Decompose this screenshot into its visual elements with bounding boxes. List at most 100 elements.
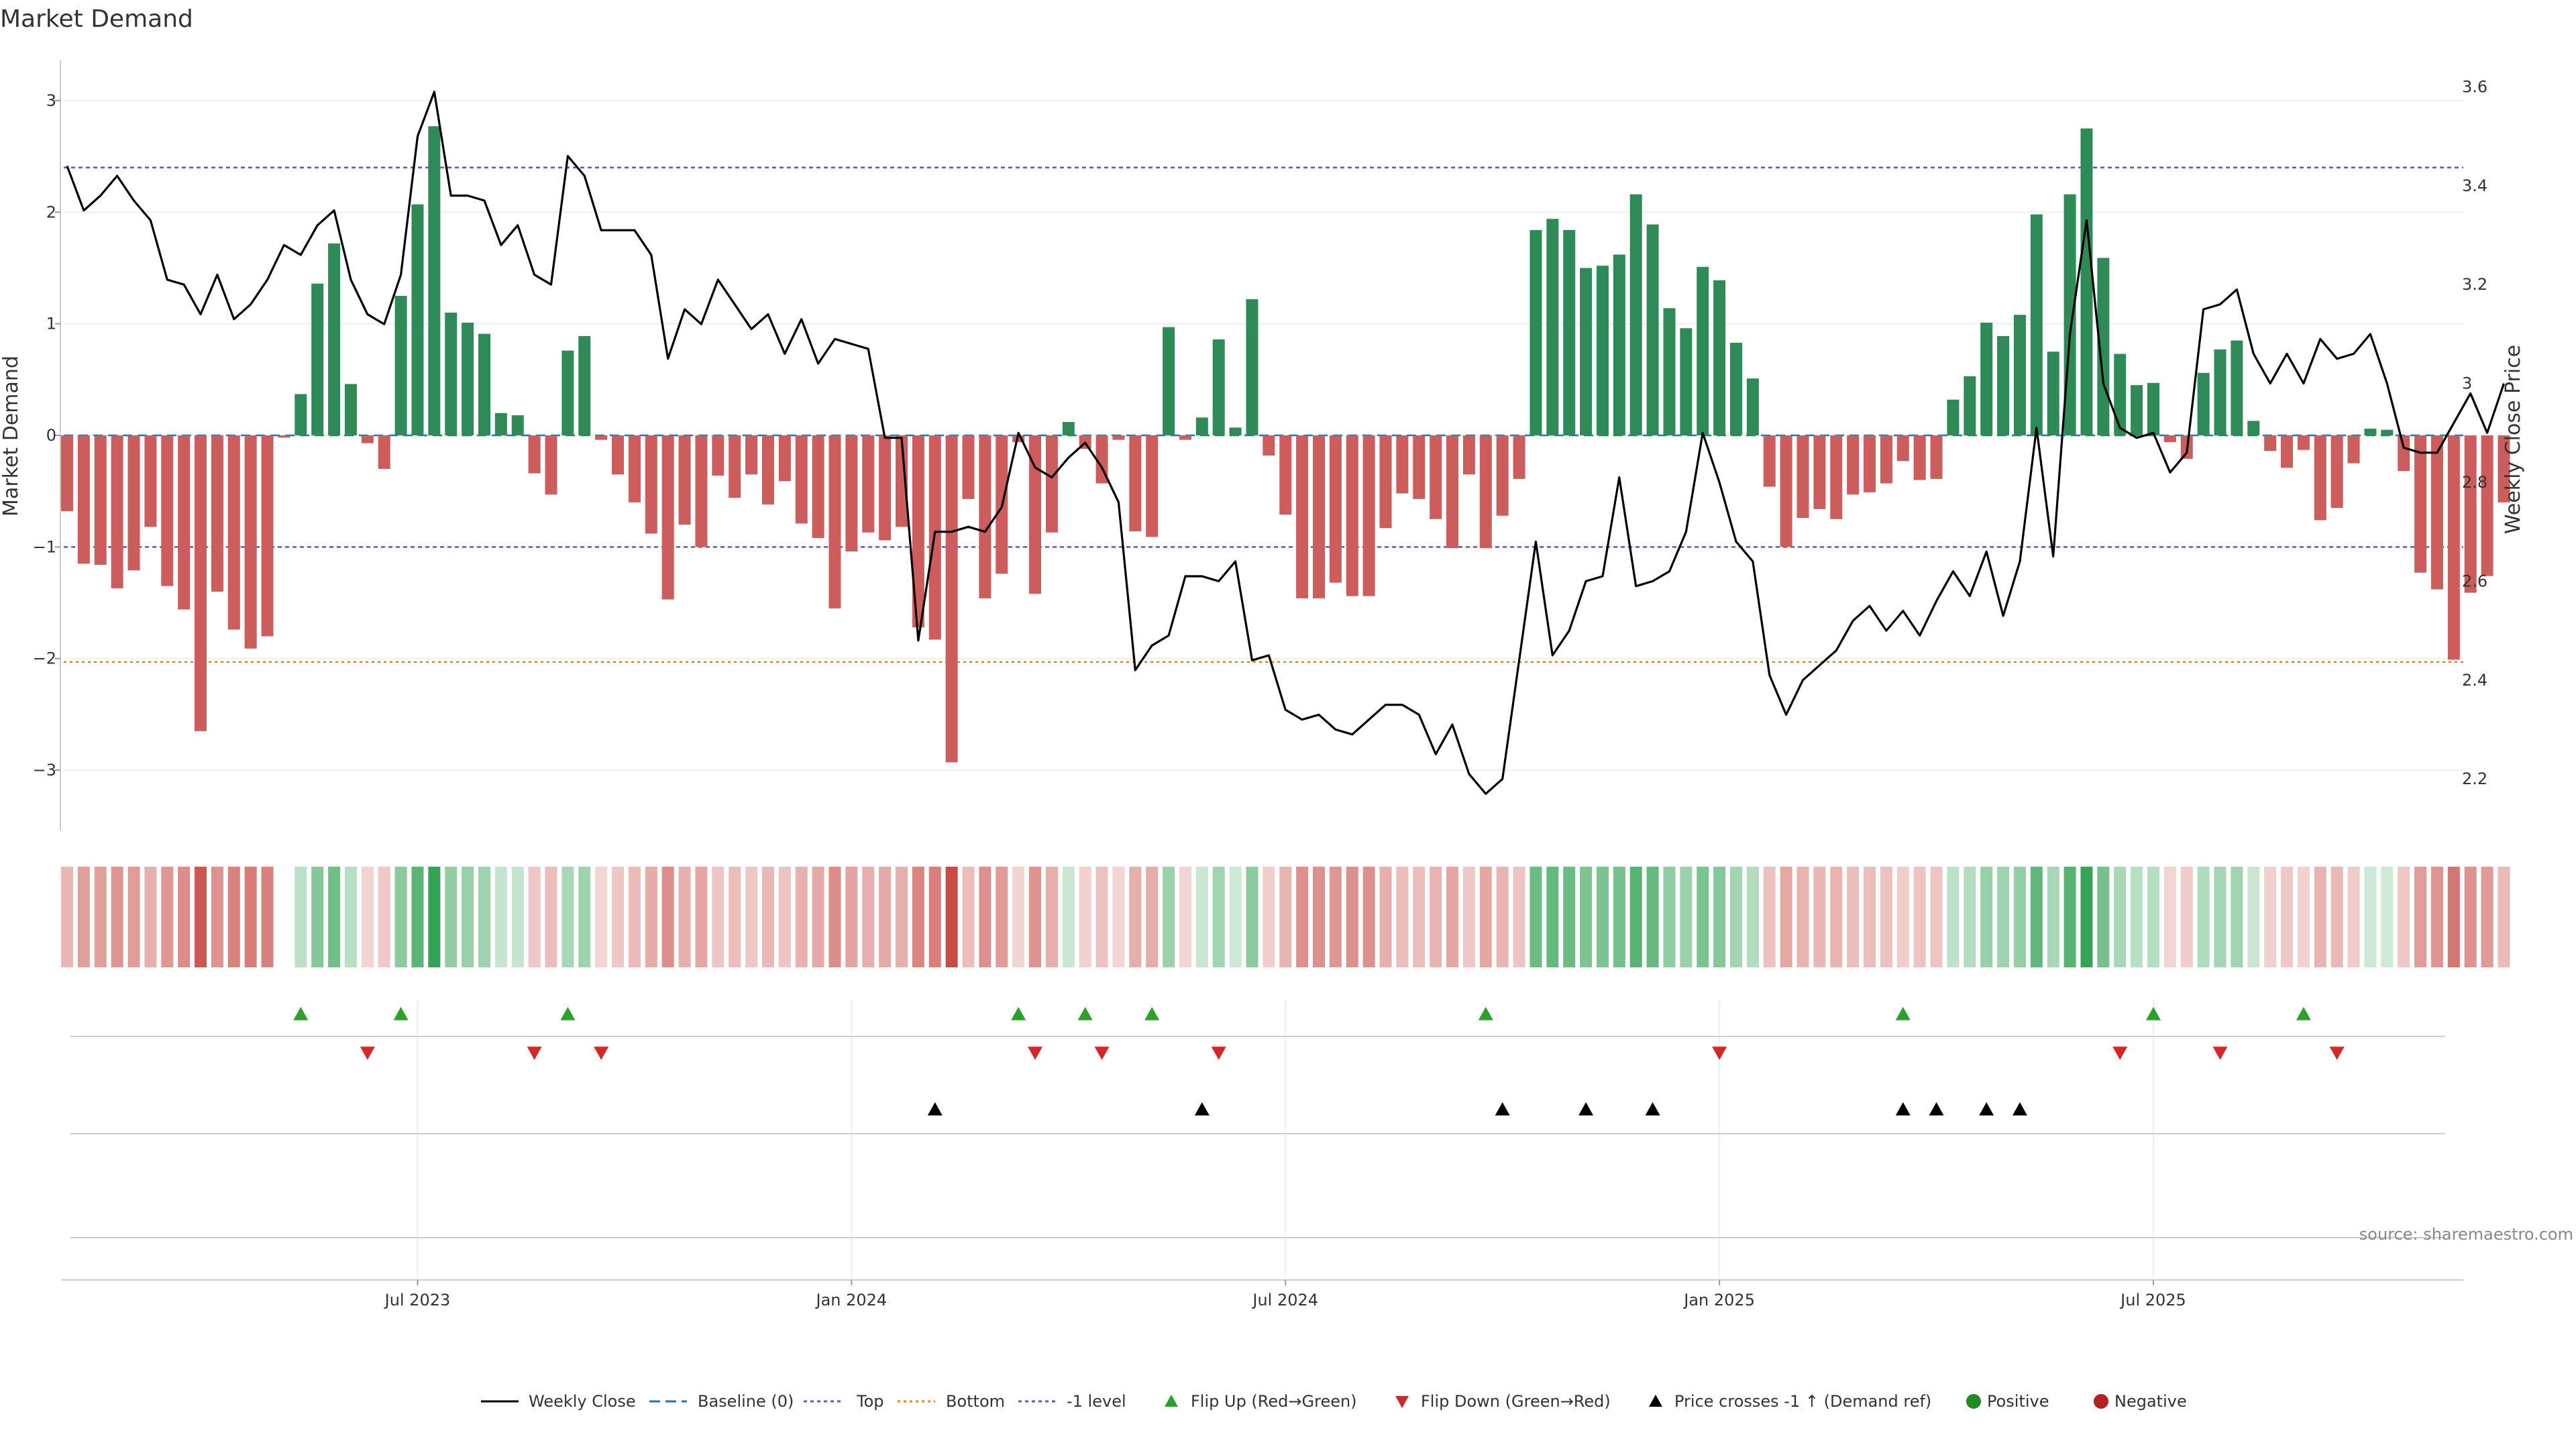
- y-tick-label: −2: [33, 649, 56, 668]
- heat-cell: [578, 867, 591, 967]
- flip-up-marker: [1144, 1007, 1160, 1020]
- demand-bar: [394, 296, 407, 435]
- demand-bar: [178, 435, 191, 610]
- heat-cell: [862, 867, 875, 967]
- heat-cell: [161, 867, 174, 967]
- demand-bar: [1446, 435, 1459, 549]
- heat-cell: [845, 867, 858, 967]
- flip-down-marker: [1211, 1046, 1226, 1060]
- heat-cell: [511, 867, 524, 967]
- demand-bar: [77, 435, 90, 564]
- flip-up-marker: [393, 1007, 409, 1020]
- demand-bar: [2498, 435, 2510, 502]
- heat-cell: [962, 867, 975, 967]
- heat-cell: [1546, 867, 1559, 967]
- heat-cell: [1045, 867, 1058, 967]
- heat-cell: [1864, 867, 1876, 967]
- demand-bar: [761, 435, 774, 505]
- demand-bar: [1045, 435, 1058, 533]
- demand-bar: [1313, 435, 1325, 598]
- demand-bar: [1746, 378, 1759, 435]
- heat-cell: [712, 867, 724, 967]
- demand-bar: [111, 435, 123, 588]
- demand-bar: [1663, 308, 1676, 435]
- heat-cell: [61, 867, 73, 967]
- heat-cell: [645, 867, 657, 967]
- demand-bar: [2447, 435, 2460, 660]
- legend-swatch: [2094, 1394, 2108, 1409]
- heat-cell: [2013, 867, 2026, 967]
- demand-bar: [445, 313, 458, 435]
- demand-bar: [1146, 435, 1159, 537]
- heat-cell: [1896, 867, 1909, 967]
- heat-cell: [1430, 867, 1442, 967]
- heat-cell: [561, 867, 574, 967]
- demand-bar: [795, 435, 808, 524]
- demand-bar: [2163, 435, 2176, 442]
- heat-cell: [361, 867, 374, 967]
- heat-cell: [1563, 867, 1576, 967]
- heat-cell: [2347, 867, 2360, 967]
- demand-bar: [2398, 435, 2410, 472]
- demand-bar: [144, 435, 157, 527]
- heat-cell: [1296, 867, 1309, 967]
- price-cross-marker: [1929, 1102, 1944, 1116]
- heat-cell: [1029, 867, 1042, 967]
- legend-label: Baseline (0): [698, 1392, 794, 1411]
- heat-cell: [928, 867, 941, 967]
- demand-bar: [862, 435, 875, 533]
- weekly-close-line: [66, 91, 2506, 795]
- flip-up-marker: [560, 1007, 576, 1020]
- flip-up-marker: [1077, 1007, 1093, 1020]
- demand-bar: [1796, 435, 1809, 519]
- demand-bar: [2030, 214, 2043, 435]
- heat-cell: [94, 867, 107, 967]
- heat-cell: [1129, 867, 1142, 967]
- demand-bar: [1780, 435, 1792, 547]
- demand-bar: [211, 435, 223, 592]
- heat-cell: [628, 867, 641, 967]
- demand-bar: [1563, 229, 1576, 435]
- demand-bar: [945, 435, 958, 763]
- heat-cell: [1730, 867, 1742, 967]
- heat-cell: [1880, 867, 1892, 967]
- heat-cell: [1329, 867, 1342, 967]
- demand-bar: [979, 435, 991, 598]
- demand-bar: [678, 435, 691, 525]
- legend-label: Flip Down (Green→Red): [1421, 1392, 1611, 1411]
- demand-bar: [1629, 194, 1642, 435]
- heat-cell: [1713, 867, 1726, 967]
- y-tick-label: −3: [33, 761, 56, 780]
- heat-cell: [1462, 867, 1475, 967]
- demand-bar: [2314, 435, 2326, 521]
- legend-swatch: [1165, 1395, 1178, 1407]
- heat-cell: [1663, 867, 1676, 967]
- heat-cell: [311, 867, 324, 967]
- demand-bar: [227, 435, 240, 630]
- demand-bar: [561, 350, 574, 435]
- axes: 3 2 1 0 −1 −2 −3 3.6 3.4 3.2 3 2.8 2.6 2.4 2.2: [33, 60, 2487, 830]
- demand-bar: [2013, 315, 2026, 435]
- demand-bar: [2381, 429, 2394, 435]
- demand-bar: [344, 384, 357, 435]
- demand-bar: [712, 435, 724, 476]
- y-tick-label: 1: [46, 315, 56, 333]
- demand-bar: [511, 415, 524, 435]
- heat-cell: [912, 867, 924, 967]
- heat-cell: [2147, 867, 2159, 967]
- demand-bar: [1263, 435, 1275, 455]
- demand-bar: [2464, 435, 2477, 593]
- demand-bar: [828, 435, 841, 608]
- heat-cell: [378, 867, 390, 967]
- demand-bar: [962, 435, 975, 499]
- demand-bar: [595, 435, 608, 440]
- heat-cell: [1446, 867, 1459, 967]
- demand-bar: [578, 335, 591, 435]
- demand-bar: [127, 435, 140, 571]
- demand-bar: [1913, 435, 1926, 480]
- price-cross-marker: [1194, 1102, 1210, 1116]
- legend: Weekly Close Baseline (0) Top Bottom -1 leve…: [481, 1392, 2187, 1411]
- demand-bar: [1246, 299, 1258, 435]
- heat-cell: [778, 867, 791, 967]
- demand-bar: [378, 435, 390, 469]
